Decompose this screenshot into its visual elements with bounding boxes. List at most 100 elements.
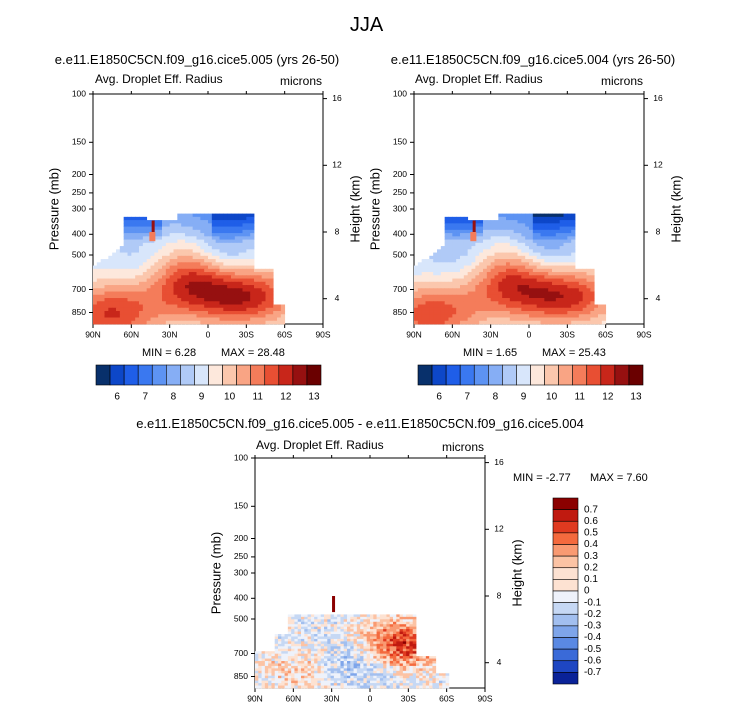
panel1-cell — [165, 223, 171, 227]
panel1-cell — [158, 301, 163, 305]
panel2-cell — [567, 314, 572, 318]
panel1-xtick-label: 90S — [315, 329, 330, 339]
panel2-cell — [498, 298, 503, 302]
panel2-cell — [479, 252, 484, 257]
panel1-cell — [116, 259, 121, 263]
panel3-cell — [343, 661, 348, 664]
panel3-cell — [287, 683, 292, 686]
panel2-cell — [483, 259, 488, 263]
panel1-cell — [96, 268, 102, 273]
panel2-cell — [555, 285, 561, 289]
panel2-cell — [509, 317, 515, 322]
panel1-cell — [154, 226, 159, 231]
panel1-colorbar-swatch — [208, 364, 223, 386]
panel3-colorbar-swatch — [552, 555, 579, 569]
panel1-cell — [227, 236, 232, 240]
panel3-cell — [327, 638, 331, 642]
panel2-cell — [540, 249, 545, 253]
panel2-cell — [578, 278, 584, 283]
panel3-cell — [366, 619, 371, 623]
panel1-cell — [158, 304, 163, 309]
panel1-cell — [223, 304, 228, 309]
panel1-cell — [165, 220, 171, 224]
panel3-cell — [419, 673, 423, 677]
panel3-cell — [356, 631, 361, 635]
panel3-cell — [304, 653, 308, 657]
panel2-cell — [471, 288, 476, 292]
panel1-cell — [269, 307, 274, 312]
panel3-cell — [340, 680, 345, 684]
panel1-cell — [116, 275, 121, 279]
panel1-cell — [154, 275, 159, 279]
panel2-cell — [552, 265, 557, 270]
panel3-cell — [445, 675, 450, 679]
panel2-cell — [575, 268, 580, 273]
panel1-cell — [116, 285, 121, 289]
panel2-cell — [525, 239, 530, 244]
panel2-cell — [494, 262, 499, 266]
panel1-cell — [139, 307, 144, 312]
panel1-cell — [112, 255, 117, 260]
panel3-cell — [432, 663, 437, 667]
panel1-cell — [208, 246, 213, 250]
panel1-cell — [139, 236, 144, 240]
panel2-cell — [444, 246, 449, 250]
panel2-cell — [417, 294, 423, 299]
panel2-cell — [483, 314, 488, 318]
panel3-cell — [324, 685, 328, 689]
panel2-cell — [486, 223, 492, 227]
panel2-cell — [590, 304, 595, 309]
panel2-cell — [529, 223, 534, 227]
panel3-cell — [278, 665, 282, 669]
panel1-cell — [185, 229, 190, 234]
panel1-cell — [242, 229, 247, 234]
panel2-cell — [513, 242, 518, 247]
panel3-colorbar-label: -0.1 — [584, 597, 602, 608]
panel1-cell — [231, 249, 236, 253]
panel3-cell — [291, 648, 295, 652]
panel3-cell — [370, 661, 374, 664]
panel2-cell — [571, 255, 576, 260]
panel1-cell — [119, 275, 125, 279]
panel3-cell — [343, 658, 348, 662]
panel3-cell — [416, 665, 420, 669]
panel2-cell — [540, 226, 545, 231]
panel3-cell — [376, 683, 381, 686]
panel2-cell — [563, 285, 568, 289]
panel1-cell — [231, 242, 236, 247]
panel3-cell — [291, 680, 295, 684]
panel3-cell — [264, 680, 269, 684]
panel3-cell — [340, 636, 345, 640]
panel3-cell — [360, 678, 364, 682]
panel1-cell — [269, 278, 274, 283]
panel1-cell — [185, 285, 190, 289]
panel3-cell — [350, 683, 354, 686]
panel3-cell — [337, 656, 341, 659]
panel2-cell — [567, 229, 572, 234]
panel3-cell — [310, 619, 315, 623]
panel3-ytick-label: 300 — [234, 567, 248, 577]
panel1-cell — [139, 288, 144, 292]
panel3-cell — [409, 675, 414, 679]
panel2-cell — [502, 246, 507, 250]
panel2-cell — [544, 226, 549, 231]
panel2-cell — [463, 317, 469, 322]
panel3-field — [255, 596, 450, 689]
panel1-cell — [188, 249, 194, 253]
panel2-cell — [460, 281, 465, 286]
panel3-cell — [343, 629, 348, 632]
panel2-cell — [440, 314, 446, 318]
panel2-cell — [563, 281, 568, 286]
panel2-cell — [559, 281, 564, 286]
panel3-cell — [402, 668, 407, 672]
panel1-cell — [250, 307, 255, 312]
panel3-cell — [287, 678, 292, 682]
panel3-cell — [294, 678, 299, 682]
panel1-cell — [127, 220, 132, 224]
panel3-cell — [287, 624, 292, 628]
panel2-colorbar-label: 8 — [493, 392, 499, 403]
panel1-cell — [146, 278, 151, 283]
panel1-cell — [185, 311, 190, 315]
panel1-cell — [204, 259, 209, 263]
panel2-cell — [460, 294, 465, 299]
